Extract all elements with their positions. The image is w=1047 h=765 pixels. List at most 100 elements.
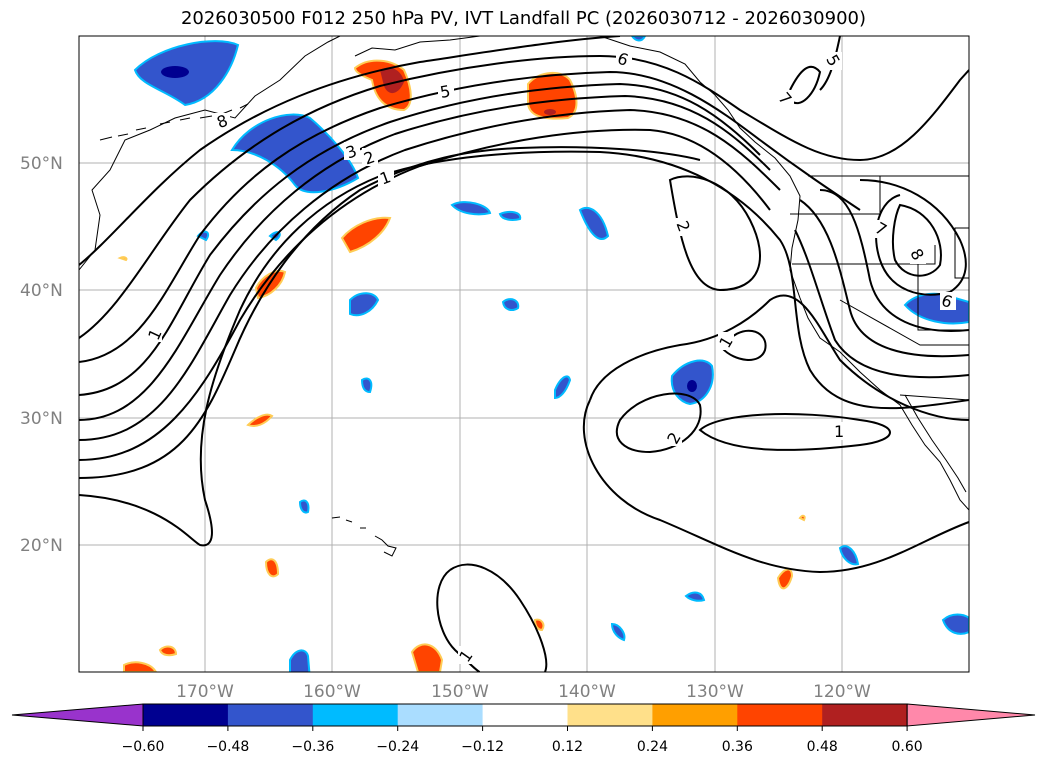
contour-line — [79, 82, 761, 396]
contour-label: 5 — [439, 81, 452, 101]
colorbar-segment — [227, 704, 314, 726]
state-border-4 — [899, 394, 969, 401]
lon-label: 120°W — [813, 682, 871, 702]
pv-neg-blob — [578, 206, 610, 240]
colorbar-extend-low — [11, 703, 144, 727]
colorbar-segment — [567, 704, 653, 726]
colorbar-tick-label: 0.36 — [722, 739, 753, 755]
contour-line — [79, 128, 771, 461]
colorbar-extend-high — [906, 703, 1036, 727]
aleutian-islands — [99, 103, 249, 141]
colorbar-segment — [822, 704, 908, 726]
colorbar-segment — [652, 704, 738, 726]
pv-negative-regions — [133, 36, 969, 672]
contour-line — [668, 175, 761, 292]
pv-pos-blob — [158, 645, 178, 657]
pv-neg-blob — [610, 622, 626, 642]
pv-neg-blob — [684, 591, 706, 602]
contour-line — [449, 563, 548, 672]
latitude-labels: 50°N 40°N 30°N 20°N — [20, 154, 63, 556]
contour-line — [819, 189, 969, 332]
contour-label: 1 — [834, 422, 844, 441]
pv-pos-blob — [264, 558, 280, 578]
colorbar-tick-label: 0.48 — [807, 739, 838, 755]
state-border-2 — [792, 245, 936, 265]
contour-line — [79, 36, 621, 266]
pv-neg-blob — [298, 499, 310, 514]
colorbar-segment — [482, 704, 568, 726]
pv-pos-core — [544, 109, 556, 115]
lat-label: 20°N — [20, 536, 63, 556]
pv-pos-blob — [123, 661, 158, 672]
pv-neg-blob — [554, 375, 572, 400]
contour-line — [794, 229, 969, 379]
colorbar-tick-label: 0.24 — [637, 739, 668, 755]
colorbar-outline — [142, 703, 908, 727]
state-box-2 — [954, 227, 969, 279]
pv-neg-core — [161, 66, 189, 78]
pv-neg-blob — [360, 377, 373, 394]
pv-neg-blob — [941, 613, 969, 635]
contour-line — [789, 65, 822, 105]
baja-coast — [904, 394, 967, 493]
pv-neg-blob — [289, 649, 311, 672]
pv-neg-blob — [349, 292, 380, 317]
map-title: 2026030500 F012 250 hPa PV, IVT Landfall… — [180, 8, 867, 29]
colorbar-segment — [737, 704, 823, 726]
lat-label: 50°N — [20, 154, 63, 174]
lat-label: 30°N — [20, 409, 63, 429]
lon-label: 130°W — [686, 682, 744, 702]
pv-pos-blob — [798, 514, 806, 522]
contour-line — [720, 329, 767, 361]
pv-neg-blob — [498, 210, 522, 221]
pv-neg-blob — [501, 298, 520, 311]
contour-line — [615, 392, 702, 454]
hawaii — [331, 516, 397, 557]
colorbar-tick-label: −0.24 — [376, 739, 419, 755]
lat-label: 40°N — [20, 281, 63, 301]
contour-line — [79, 108, 781, 441]
contour-line — [436, 569, 481, 672]
lon-label: 160°W — [303, 682, 361, 702]
colorbar-tick-label: 0.12 — [552, 739, 583, 755]
colorbar-tick-label: −0.12 — [461, 739, 504, 755]
contour-line — [79, 70, 861, 363]
colorbar-tick-label: −0.60 — [122, 739, 165, 755]
pv-neg-blob — [838, 545, 860, 566]
lon-label: 170°W — [176, 682, 234, 702]
lon-label: 140°W — [558, 682, 616, 702]
contour-line — [582, 399, 969, 574]
contour-line — [79, 146, 701, 479]
pv-pos-blob — [776, 568, 794, 590]
colorbar: −0.60 −0.48 −0.36 −0.24 −0.12 0.12 0.24 0.36 0.4… — [11, 703, 1036, 755]
contour-line — [799, 199, 969, 358]
pv-pos-blob — [533, 618, 545, 632]
pv-strong-negative-cores — [161, 66, 697, 392]
pv-neg-blob — [450, 201, 492, 216]
contour-line — [589, 294, 969, 421]
contour-line — [79, 54, 969, 339]
lon-label: 150°W — [431, 682, 489, 702]
pv-pos-blob — [254, 270, 287, 300]
contour-line — [698, 413, 891, 451]
pv-pos-blob — [246, 413, 274, 427]
pv-neg-blob — [630, 36, 647, 42]
pv-strong-positive-cores — [380, 67, 556, 115]
pv-pos-blob — [410, 643, 444, 672]
alaska-coast — [79, 36, 341, 271]
contour-line — [891, 203, 942, 277]
colorbar-segment — [143, 704, 229, 726]
coastlines — [79, 36, 969, 557]
pv-neg-blob — [903, 292, 969, 325]
colorbar-segment — [397, 704, 484, 726]
colorbar-tick-label: −0.36 — [291, 739, 334, 755]
colorbar-tick-label: 0.60 — [892, 739, 923, 755]
colorbar-tick-label: −0.48 — [206, 739, 249, 755]
plot-frame — [78, 35, 970, 673]
pv-pos-blob — [340, 216, 392, 254]
pv-pos-core — [380, 67, 404, 94]
pv-pos-blob — [527, 72, 578, 120]
state-border-3 — [839, 299, 969, 346]
gulf-of-alaska-coast — [354, 36, 481, 57]
